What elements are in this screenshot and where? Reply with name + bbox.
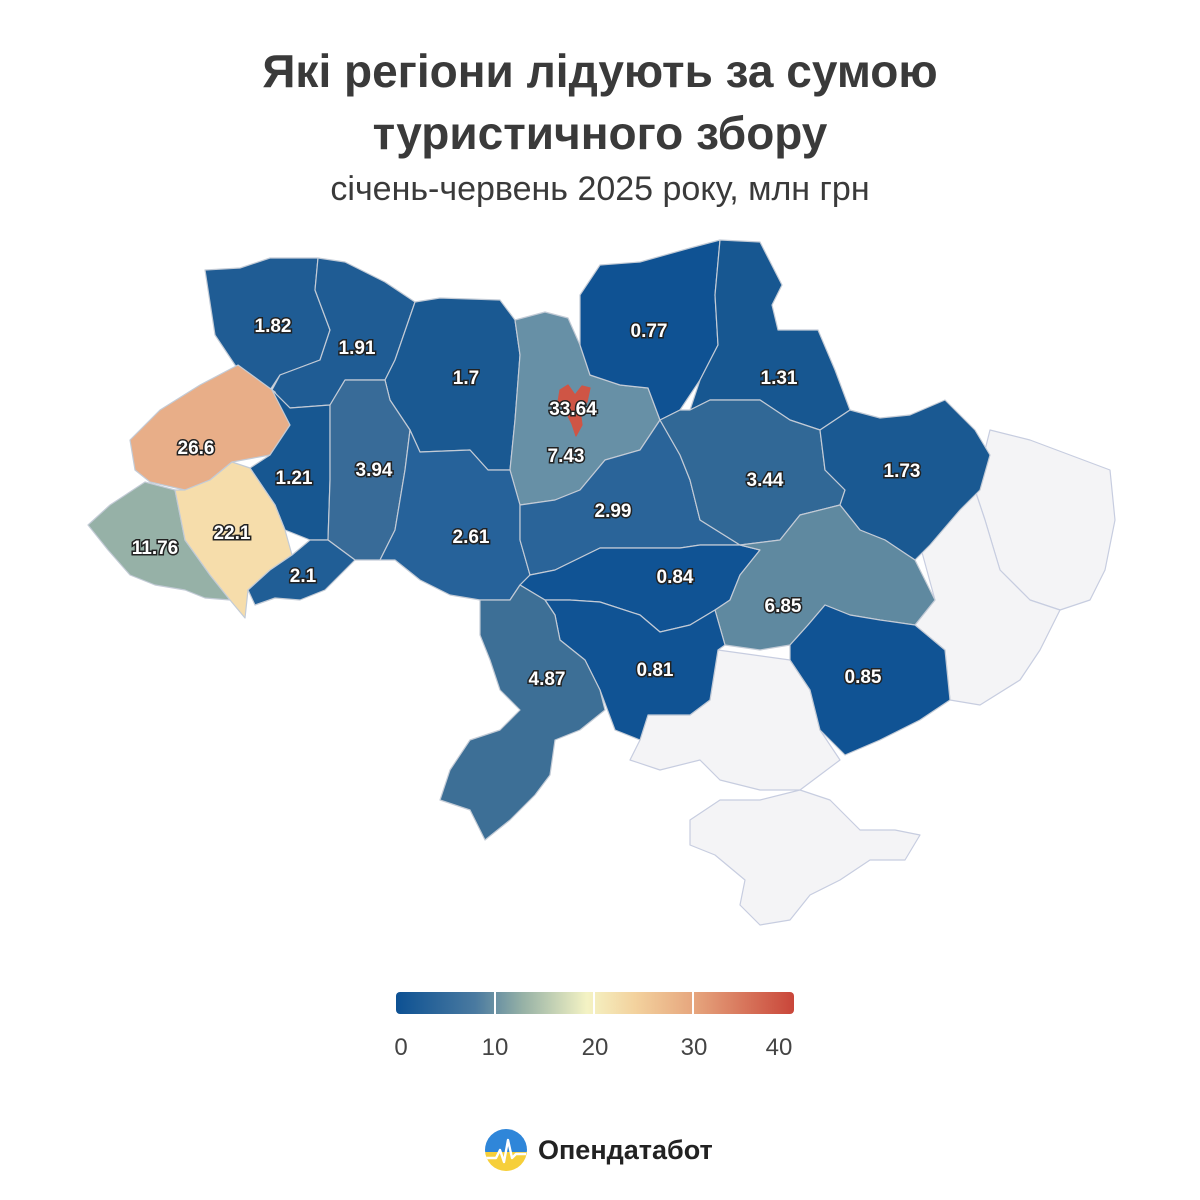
value-label-rivne: 1.91 xyxy=(339,338,376,359)
region-chernivtsi xyxy=(247,539,356,606)
value-label-sumy: 1.31 xyxy=(761,368,798,389)
value-label-odesa: 4.87 xyxy=(529,669,566,690)
region-crimea xyxy=(689,789,921,926)
value-label-poltava: 3.44 xyxy=(747,470,784,491)
value-label-lviv: 26.6 xyxy=(178,438,215,459)
value-label-vinnytsia: 2.61 xyxy=(453,527,490,548)
value-label-ivano-frankivsk: 22.1 xyxy=(214,523,251,544)
value-label-khmelnytskyi: 3.94 xyxy=(356,460,393,481)
chart-subtitle: січень-червень 2025 року, млн грн xyxy=(330,170,870,208)
brand-name: Опендатабот xyxy=(538,1134,713,1165)
region-ternopil xyxy=(249,389,331,541)
scale-tick-0: 0 xyxy=(394,1034,408,1061)
title-line-1: Які регіони лідують за сумою xyxy=(262,45,938,97)
value-label-mykolaiv: 0.81 xyxy=(637,660,674,681)
value-label-kharkiv: 1.73 xyxy=(884,461,921,482)
value-label-kyiv-city: 33.64 xyxy=(549,399,597,420)
region-odesa xyxy=(439,584,606,841)
value-label-zakarpattia: 11.76 xyxy=(132,538,179,559)
value-label-chernihiv: 0.77 xyxy=(631,321,668,342)
value-label-chernivtsi: 2.1 xyxy=(290,566,317,587)
value-label-kirovohrad: 0.84 xyxy=(657,567,694,588)
value-label-zhytomyr: 1.7 xyxy=(453,368,479,389)
scale-tick-10: 10 xyxy=(481,1034,509,1061)
region-kharkiv xyxy=(819,399,991,561)
chart-title: Які регіони лідують за сумою туристичног… xyxy=(0,40,1200,164)
brand-logo: Опендатабот xyxy=(484,1128,713,1172)
region-kyiv-city xyxy=(557,384,591,437)
value-label-ternopil: 1.21 xyxy=(276,468,313,489)
scale-tick-30: 30 xyxy=(680,1034,708,1061)
scale-separator xyxy=(692,992,694,1014)
opendatabot-logo-icon xyxy=(485,1129,527,1171)
scale-tick-40: 40 xyxy=(765,1034,793,1061)
scale-separator xyxy=(593,992,595,1014)
color-scale-bar xyxy=(396,992,794,1014)
title-line-2: туристичного збору xyxy=(372,107,828,159)
scale-separator xyxy=(494,992,496,1014)
scale-tick-20: 20 xyxy=(581,1034,609,1061)
value-label-volyn: 1.82 xyxy=(255,316,292,337)
value-label-cherkasy: 2.99 xyxy=(595,501,632,522)
value-label-zaporizhzhia: 0.85 xyxy=(845,667,882,688)
value-label-kyiv-oblast: 7.43 xyxy=(548,446,585,467)
region-zaporizhzhia xyxy=(789,604,951,756)
value-label-dnipropetrovsk: 6.85 xyxy=(765,596,802,617)
